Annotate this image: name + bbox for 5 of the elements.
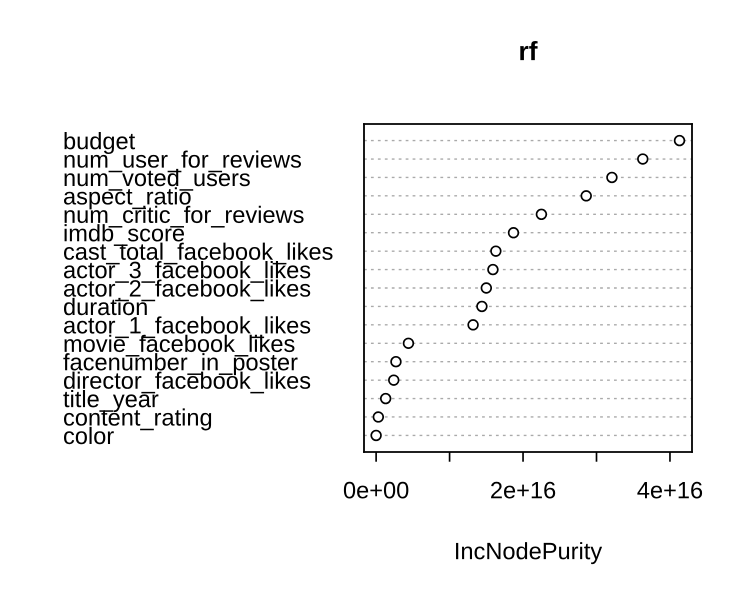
chart-title: rf bbox=[520, 40, 538, 60]
x-tick-label: 0e+00 bbox=[344, 482, 408, 499]
x-tick-label: 4e+16 bbox=[637, 482, 702, 499]
x-tick-label: 2e+16 bbox=[491, 482, 556, 499]
x-axis-title: IncNodePurity bbox=[456, 542, 602, 564]
